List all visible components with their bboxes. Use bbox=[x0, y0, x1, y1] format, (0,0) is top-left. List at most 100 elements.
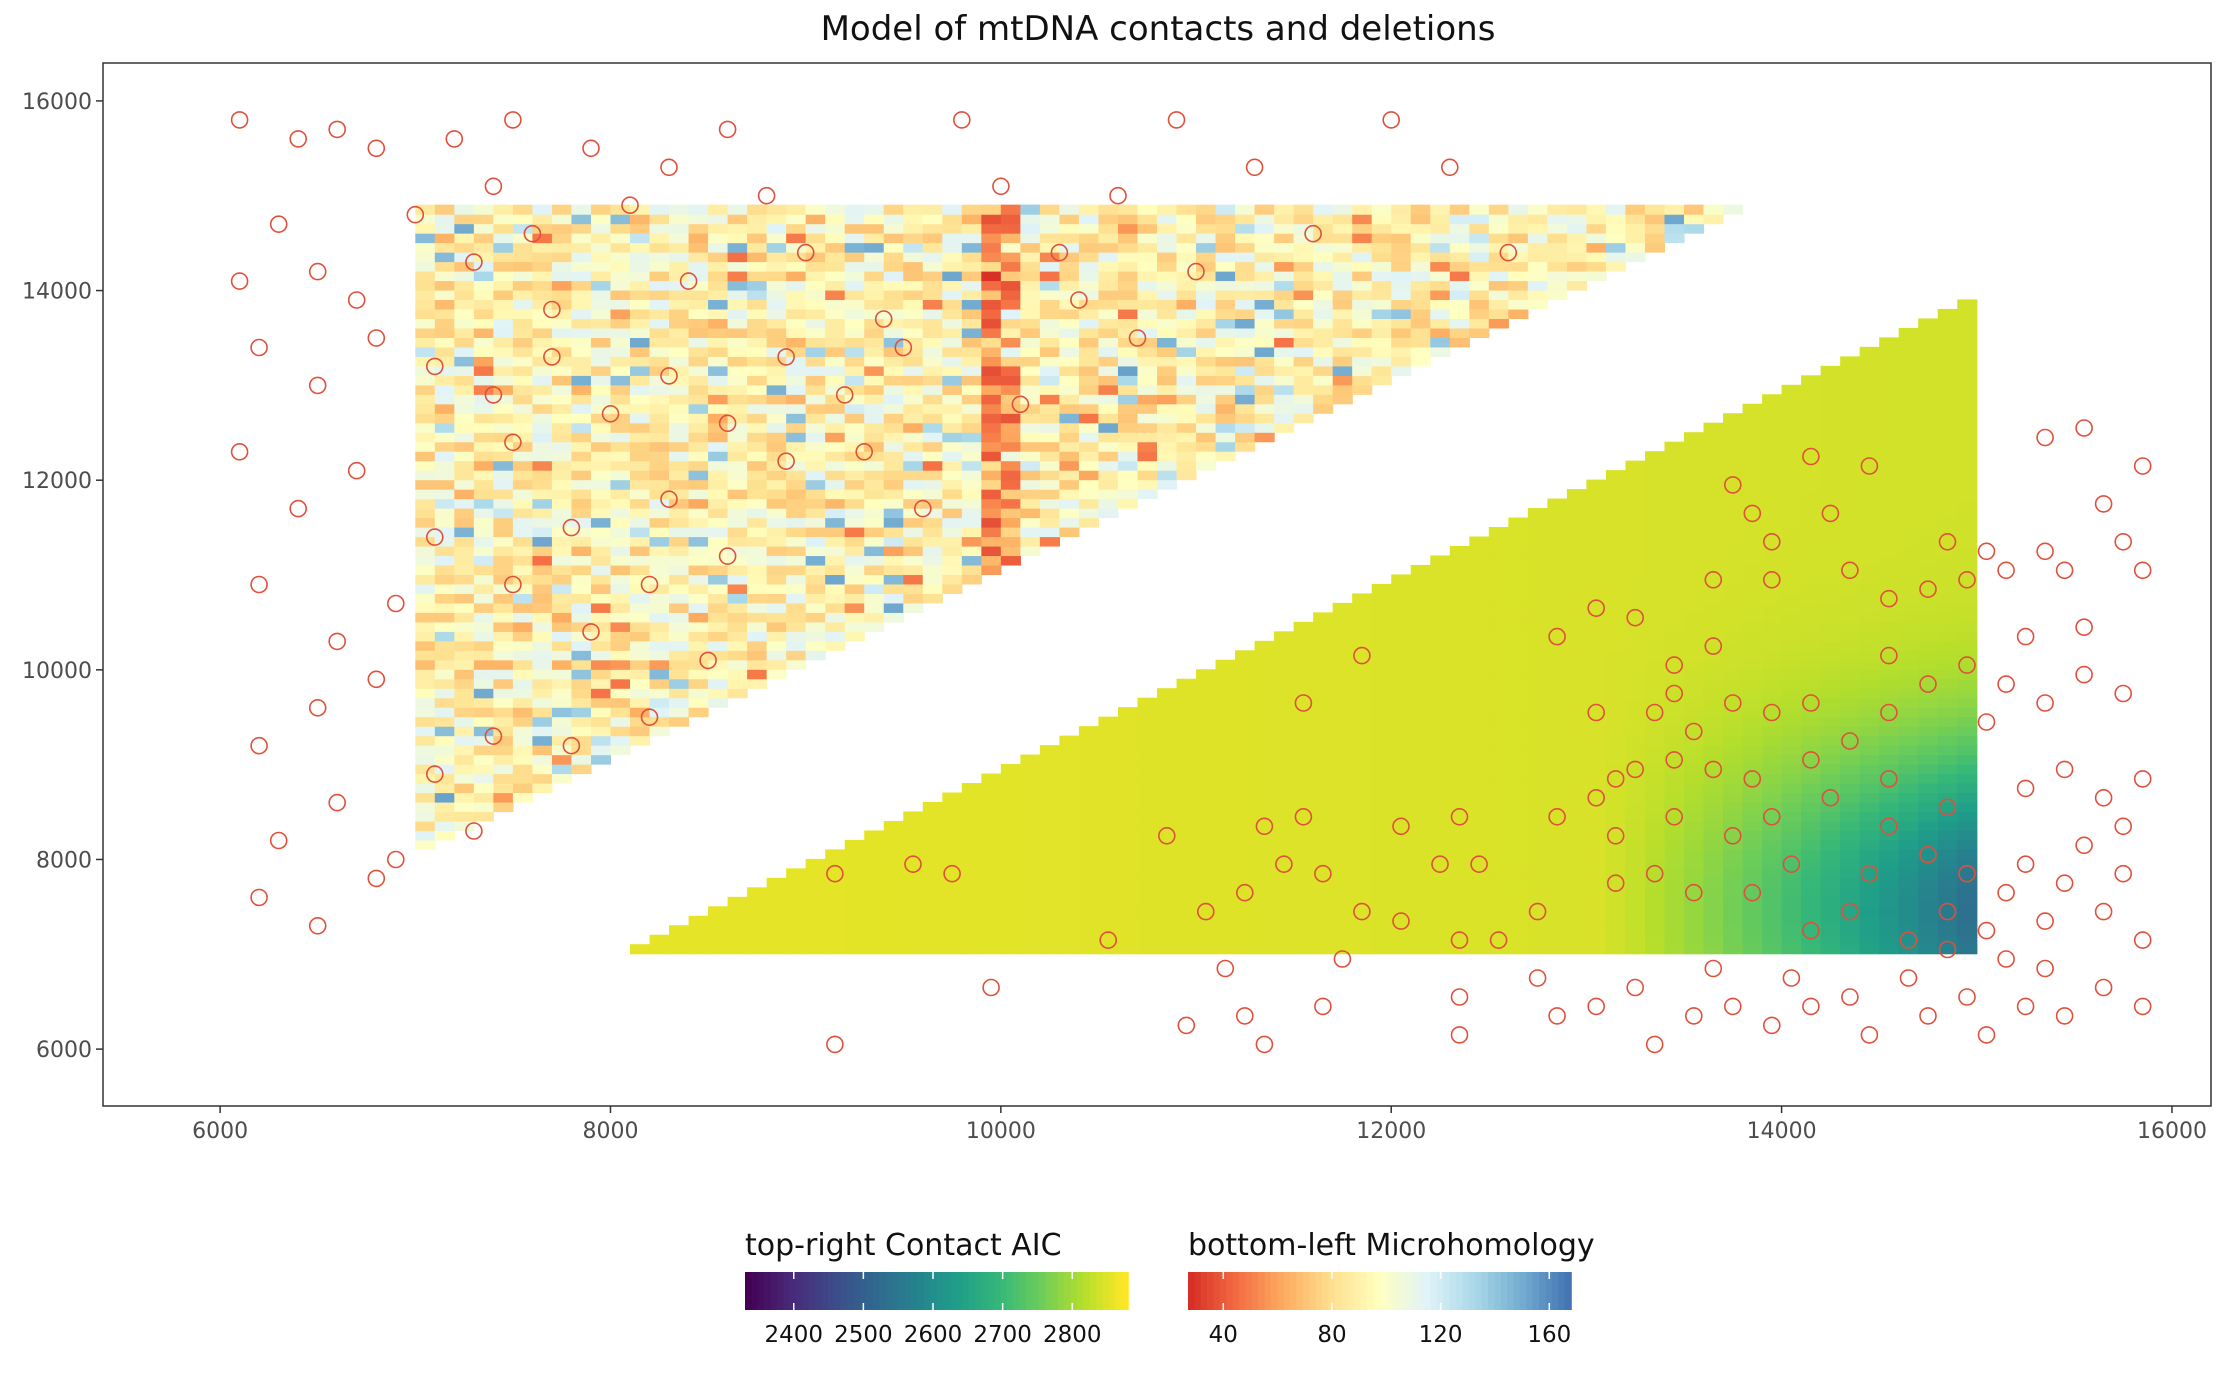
heat-cell bbox=[1078, 356, 1100, 367]
heat-cell bbox=[922, 252, 943, 263]
heat-cell bbox=[981, 242, 1002, 253]
heat-cell bbox=[1859, 432, 1880, 443]
heat-cell bbox=[532, 214, 553, 225]
heat-cell bbox=[512, 346, 534, 357]
heat-cell bbox=[571, 659, 592, 670]
heat-cell bbox=[1371, 621, 1392, 632]
heat-cell bbox=[942, 242, 963, 253]
heat-cell bbox=[1293, 839, 1314, 850]
heat-cell bbox=[1508, 887, 1529, 898]
heat-cell bbox=[1781, 915, 1802, 926]
heat-cell bbox=[727, 688, 748, 699]
heat-cell bbox=[1391, 887, 1412, 898]
heat-cell bbox=[1937, 697, 1958, 708]
heat-cell bbox=[864, 925, 885, 936]
heat-cell bbox=[1801, 612, 1822, 623]
heat-cell bbox=[1430, 887, 1451, 898]
heat-cell bbox=[1449, 678, 1470, 689]
heat-cell bbox=[669, 612, 690, 623]
heat-cell bbox=[1918, 498, 1939, 509]
heat-cell bbox=[825, 593, 846, 604]
heat-cell bbox=[590, 356, 612, 367]
heat-cell bbox=[1742, 669, 1763, 680]
heat-cell bbox=[551, 318, 573, 329]
heat-cell bbox=[1098, 849, 1119, 860]
heat-cell bbox=[590, 498, 612, 509]
heat-cell bbox=[1879, 783, 1900, 794]
heat-cell bbox=[1332, 612, 1353, 623]
heat-cell bbox=[551, 754, 573, 765]
heat-cell bbox=[415, 669, 436, 680]
heat-cell bbox=[883, 432, 904, 443]
heat-cell bbox=[1176, 280, 1197, 291]
heat-cell bbox=[1879, 337, 1900, 348]
heat-cell bbox=[1469, 650, 1490, 661]
heat-cell bbox=[1293, 650, 1314, 661]
heat-cell bbox=[1000, 242, 1021, 253]
heat-cell bbox=[1449, 621, 1470, 632]
heat-cell bbox=[571, 508, 592, 519]
heat-cell bbox=[1078, 735, 1100, 746]
heat-cell bbox=[1879, 811, 1900, 822]
heat-cell bbox=[1293, 707, 1314, 718]
heat-cell bbox=[1605, 773, 1627, 784]
heat-cell bbox=[1469, 839, 1490, 850]
heat-cell bbox=[1859, 650, 1880, 661]
heat-cell bbox=[942, 820, 963, 832]
deletion-point bbox=[2016, 779, 2035, 798]
heat-cell bbox=[493, 555, 514, 566]
heat-cell bbox=[1625, 460, 1646, 471]
heat-cell bbox=[1235, 432, 1256, 443]
heat-cell bbox=[708, 612, 729, 623]
heat-cell bbox=[1449, 223, 1470, 234]
deletion-point bbox=[1899, 931, 1918, 949]
heat-cell bbox=[1254, 233, 1275, 244]
heat-cell bbox=[1547, 640, 1568, 651]
heat-cell bbox=[1762, 451, 1783, 462]
heat-cell bbox=[1586, 583, 1607, 594]
heat-cell bbox=[766, 650, 787, 661]
heat-cell bbox=[1547, 773, 1568, 784]
heat-cell bbox=[1820, 868, 1841, 879]
heat-cell bbox=[942, 536, 963, 547]
deletion-point bbox=[425, 528, 444, 546]
deletion-point bbox=[2114, 684, 2132, 703]
heat-cell bbox=[1293, 783, 1314, 794]
heat-cell bbox=[1039, 337, 1061, 348]
heat-cell bbox=[415, 498, 436, 509]
heat-cell bbox=[1059, 356, 1080, 367]
heat-cell bbox=[688, 375, 709, 386]
heat-cell bbox=[1723, 773, 1744, 784]
heat-cell bbox=[1352, 308, 1373, 320]
heat-cell bbox=[415, 479, 436, 490]
heat-cell bbox=[1547, 896, 1568, 907]
heat-cell bbox=[1410, 602, 1431, 613]
heat-cell bbox=[1059, 527, 1080, 538]
heat-cell bbox=[747, 432, 768, 443]
heat-cell bbox=[1840, 574, 1861, 585]
heat-cell bbox=[590, 451, 612, 462]
heat-cell bbox=[1117, 868, 1139, 879]
heat-cell bbox=[1488, 612, 1509, 623]
heat-cell bbox=[493, 735, 514, 746]
heat-cell bbox=[961, 271, 982, 282]
x-tick-label: 10000 bbox=[966, 1119, 1036, 1144]
heat-cell bbox=[590, 394, 612, 405]
deletion-point bbox=[1645, 1035, 1664, 1054]
heat-cell bbox=[1742, 735, 1763, 746]
heat-cell bbox=[1313, 754, 1334, 765]
heat-cell bbox=[1137, 214, 1158, 225]
heat-cell bbox=[1644, 754, 1666, 765]
heat-cell bbox=[1410, 839, 1431, 850]
heat-cell bbox=[1742, 783, 1763, 794]
heat-cell bbox=[454, 745, 475, 756]
heat-cell bbox=[1664, 858, 1685, 869]
deletion-point bbox=[943, 864, 961, 883]
heat-cell bbox=[1430, 915, 1451, 926]
heat-cell bbox=[1469, 887, 1490, 898]
heat-cell bbox=[493, 252, 514, 263]
heat-cell bbox=[766, 545, 787, 557]
heat-cell bbox=[766, 470, 787, 481]
heat-cell bbox=[512, 498, 534, 509]
heat-cell bbox=[1703, 612, 1724, 623]
